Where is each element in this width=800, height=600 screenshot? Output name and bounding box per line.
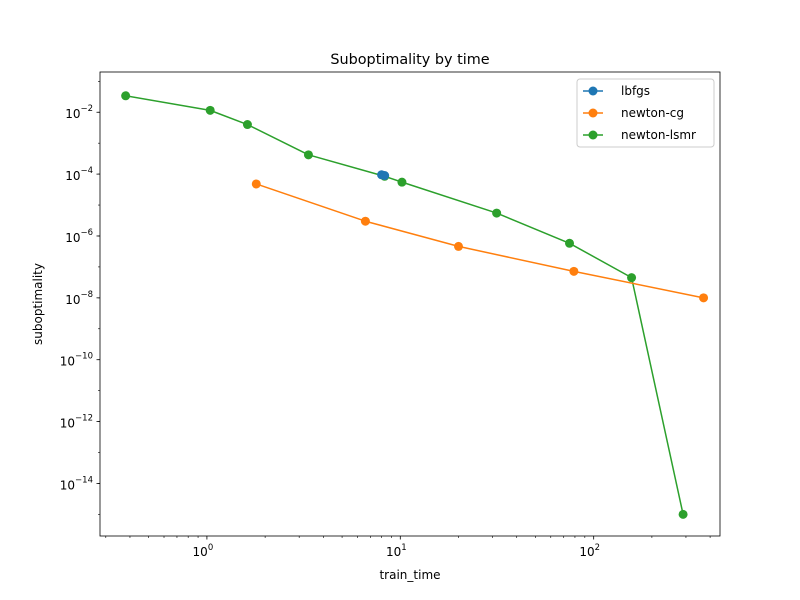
- y-axis-label: suboptimality: [31, 263, 45, 345]
- x-tick-label: 102: [579, 543, 600, 559]
- data-point-newton-lsmr: [242, 120, 252, 130]
- data-point-newton-lsmr: [121, 91, 131, 101]
- legend-label: lbfgs: [621, 84, 650, 98]
- data-point-newton-lsmr: [627, 273, 637, 283]
- data-point-newton-lsmr: [397, 177, 407, 187]
- legend-item-newton-lsmr: newton-lsmr: [583, 128, 696, 142]
- legend-label: newton-lsmr: [621, 128, 696, 142]
- data-point-newton-lsmr: [678, 509, 688, 519]
- data-point-newton-cg: [699, 293, 709, 303]
- x-axis-ticks: 100 101 102: [105, 536, 711, 559]
- series-lbfgs: [377, 170, 390, 181]
- y-tick-label: 10−2: [65, 104, 93, 121]
- y-tick-label: 10−10: [60, 352, 93, 369]
- x-axis-label: train_time: [379, 568, 440, 582]
- legend-item-lbfgs: lbfgs: [583, 84, 650, 98]
- data-point-newton-cg: [360, 216, 370, 226]
- y-tick-label: 10−6: [65, 228, 93, 245]
- data-point-newton-cg: [569, 266, 579, 276]
- legend-item-newton-cg: newton-cg: [583, 106, 684, 120]
- legend-marker: [588, 86, 598, 96]
- chart-title: Suboptimality by time: [330, 52, 489, 68]
- series-group: [121, 91, 709, 519]
- series-line-newton-lsmr: [125, 95, 684, 515]
- x-tick-label: 100: [193, 543, 214, 559]
- legend: lbfgs newton-cg newton-lsmr: [576, 78, 715, 148]
- y-tick-label: 10−8: [65, 290, 93, 307]
- data-point-newton-lsmr: [205, 105, 215, 115]
- plot-area: [121, 91, 709, 519]
- data-point-newton-cg: [454, 241, 464, 251]
- data-point-newton-cg: [251, 179, 261, 189]
- legend-marker: [588, 108, 598, 118]
- legend-marker: [588, 130, 598, 140]
- legend-box: [576, 78, 715, 148]
- y-axis-ticks: 10−14 10−12 10−10 10−8 10−6 10−4 10−2: [60, 81, 100, 515]
- data-point-newton-lsmr: [492, 208, 502, 218]
- y-tick-label: 10−14: [60, 475, 93, 492]
- y-tick-label: 10−12: [60, 414, 93, 431]
- data-point-lbfgs: [380, 171, 390, 181]
- x-tick-label: 101: [386, 543, 407, 559]
- axes-frame: [99, 71, 721, 537]
- legend-label: newton-cg: [621, 106, 684, 120]
- y-tick-label: 10−4: [65, 166, 93, 183]
- data-point-newton-lsmr: [303, 150, 313, 160]
- data-point-newton-lsmr: [565, 238, 575, 248]
- series-newton-cg: [251, 179, 709, 303]
